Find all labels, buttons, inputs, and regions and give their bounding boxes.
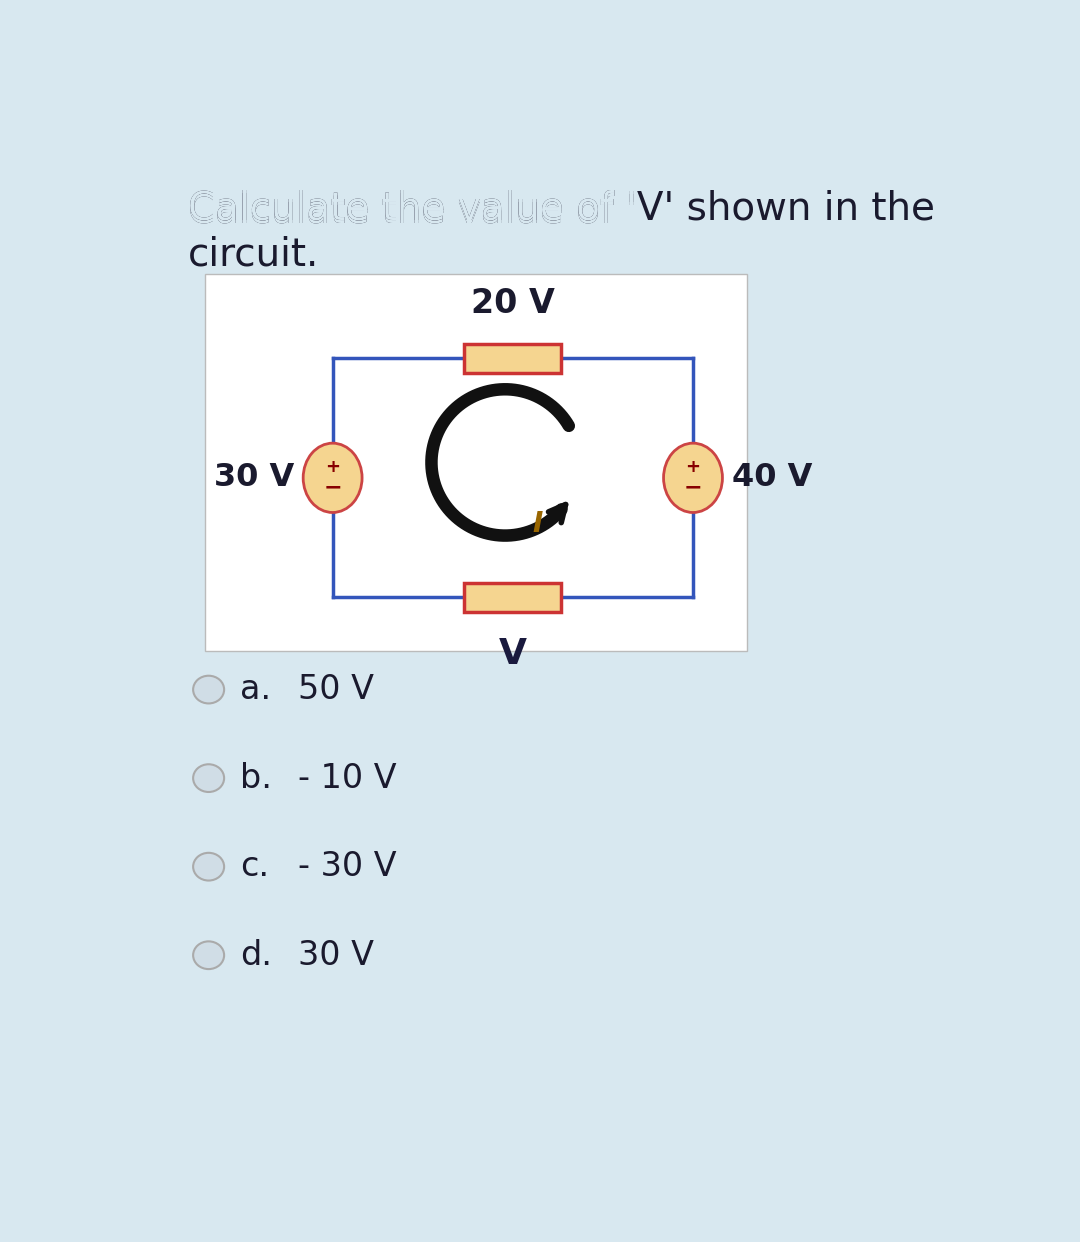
- Text: 20 V: 20 V: [471, 287, 555, 320]
- Text: V: V: [499, 637, 527, 671]
- FancyBboxPatch shape: [464, 582, 562, 612]
- Text: +: +: [325, 458, 340, 476]
- Text: - 10 V: - 10 V: [298, 761, 396, 795]
- Text: d.: d.: [240, 939, 272, 971]
- Text: +: +: [686, 458, 701, 476]
- Ellipse shape: [193, 941, 225, 969]
- Text: Calculate the value of '’: Calculate the value of '’: [188, 193, 649, 231]
- Text: circuit.: circuit.: [188, 235, 319, 273]
- Text: −: −: [323, 477, 342, 497]
- Text: c.: c.: [240, 851, 269, 883]
- Ellipse shape: [193, 764, 225, 792]
- Text: 30 V: 30 V: [214, 462, 294, 493]
- Text: a.: a.: [240, 673, 271, 707]
- Text: b.: b.: [240, 761, 272, 795]
- FancyBboxPatch shape: [464, 344, 562, 373]
- Text: −: −: [684, 477, 702, 497]
- Ellipse shape: [193, 853, 225, 881]
- Text: 30 V: 30 V: [298, 939, 374, 971]
- Text: Calculate the value of ': Calculate the value of ': [188, 193, 636, 231]
- Ellipse shape: [663, 443, 723, 513]
- Ellipse shape: [193, 676, 225, 703]
- Text: Calculate the value of 'V' shown in the: Calculate the value of 'V' shown in the: [188, 189, 934, 227]
- Text: - 30 V: - 30 V: [298, 851, 396, 883]
- Text: I: I: [532, 510, 542, 538]
- FancyBboxPatch shape: [205, 273, 747, 651]
- Text: 50 V: 50 V: [298, 673, 374, 707]
- Ellipse shape: [303, 443, 362, 513]
- Text: Calculate the value of ': Calculate the value of ': [188, 189, 636, 227]
- Text: 40 V: 40 V: [732, 462, 812, 493]
